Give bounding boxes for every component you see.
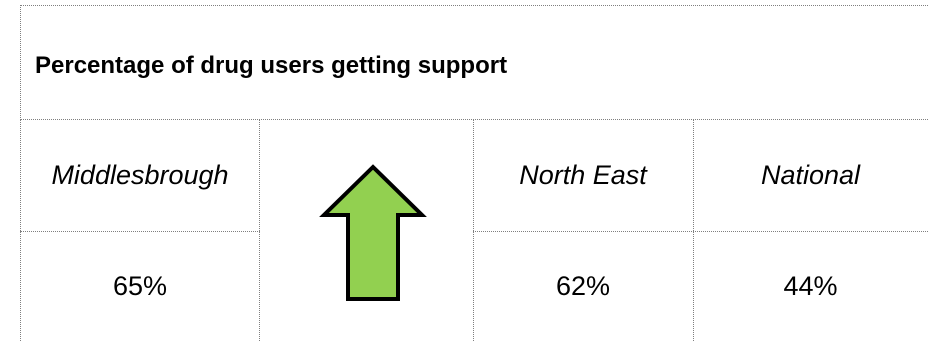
header-north-east: North East	[519, 160, 647, 190]
trend-cell	[318, 163, 428, 303]
table-title: Percentage of drug users getting support	[35, 52, 508, 79]
up-arrow-shape	[319, 164, 427, 301]
column-divider-3	[693, 120, 694, 341]
column-divider-2	[473, 120, 474, 341]
value-national: 44%	[783, 270, 838, 301]
header-middlesbrough: Middlesbrough	[51, 160, 229, 190]
header-national: National	[760, 160, 861, 190]
value-north-east: 62%	[555, 270, 611, 301]
column-divider-1	[259, 120, 260, 341]
value-middlesbrough: 65%	[112, 270, 168, 301]
up-arrow-icon	[319, 164, 427, 301]
title-row	[20, 5, 928, 120]
row-divider-right	[473, 231, 928, 232]
row-divider-left	[20, 231, 260, 232]
left-border	[20, 120, 21, 341]
